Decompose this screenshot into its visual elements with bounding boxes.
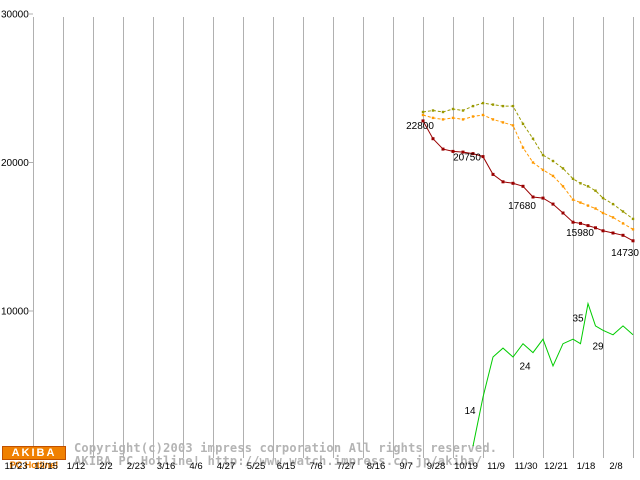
average-price-marker bbox=[521, 146, 525, 149]
lowest-price-marker bbox=[481, 155, 485, 159]
highest-price-marker bbox=[586, 185, 590, 188]
lowest-price-marker bbox=[561, 211, 565, 215]
lowest-price-marker bbox=[621, 233, 625, 237]
data-label: 14 bbox=[464, 406, 476, 417]
average-price-marker bbox=[531, 161, 535, 164]
series-shop-count-line bbox=[472, 301, 634, 447]
highest-price-marker bbox=[501, 104, 505, 108]
akiba-logo-subtext: PC Hotline! bbox=[9, 460, 59, 470]
average-price-marker bbox=[594, 207, 597, 210]
highest-price-marker bbox=[631, 217, 635, 221]
lowest-price-marker bbox=[471, 152, 475, 156]
lowest-price-marker bbox=[551, 202, 555, 206]
highest-price-marker bbox=[461, 109, 465, 112]
y-tick-label: 20000 bbox=[1, 158, 29, 169]
highest-price-marker bbox=[471, 104, 475, 108]
site-url-text: AKIBA PC Hotline! http://www.watch.impre… bbox=[74, 454, 483, 468]
average-price-marker bbox=[579, 201, 582, 204]
lowest-price-marker bbox=[521, 184, 525, 188]
lowest-price-marker bbox=[461, 150, 465, 154]
highest-price-marker bbox=[451, 107, 455, 111]
highest-price-marker bbox=[571, 177, 575, 180]
y-tick-label: 30000 bbox=[1, 10, 29, 21]
average-price-marker bbox=[421, 113, 425, 117]
average-price-marker bbox=[551, 174, 555, 178]
data-label: 15980 bbox=[566, 228, 594, 239]
average-price-marker bbox=[501, 121, 505, 124]
highest-price-marker bbox=[601, 196, 605, 200]
average-price-marker bbox=[511, 124, 515, 127]
lowest-price-marker bbox=[611, 231, 615, 235]
lowest-price-marker bbox=[579, 221, 582, 225]
lowest-price-marker bbox=[491, 172, 495, 176]
akiba-logo: AKIBA PC Hotline! bbox=[2, 446, 66, 470]
average-price-marker bbox=[461, 118, 465, 121]
average-price-marker bbox=[491, 118, 495, 121]
data-label: 24 bbox=[519, 362, 531, 373]
series-lowest-price-line bbox=[422, 120, 634, 242]
average-price-marker bbox=[561, 185, 565, 188]
highest-price-marker bbox=[521, 122, 525, 126]
average-price-marker bbox=[441, 118, 445, 121]
data-label: 14730 bbox=[611, 248, 639, 259]
lowest-price-marker bbox=[586, 224, 590, 228]
data-label: 17680 bbox=[508, 201, 536, 212]
highest-price-marker bbox=[511, 104, 515, 108]
lowest-price-marker bbox=[571, 220, 575, 224]
lowest-price-marker bbox=[451, 149, 455, 153]
highest-price-marker bbox=[594, 189, 597, 192]
y-tick-label: 10000 bbox=[1, 307, 29, 318]
average-price-marker bbox=[631, 228, 635, 231]
highest-price-marker bbox=[611, 202, 615, 206]
data-label: 29 bbox=[592, 341, 604, 352]
average-price-marker bbox=[471, 115, 475, 118]
highest-price-marker bbox=[541, 153, 545, 157]
lowest-price-marker bbox=[531, 195, 535, 199]
lowest-price-marker bbox=[511, 181, 515, 185]
highest-price-marker bbox=[441, 110, 445, 114]
lowest-price-marker bbox=[421, 119, 425, 123]
lowest-price-marker bbox=[594, 226, 597, 230]
watermark: Copyright(c)2003 impress corporation All… bbox=[74, 442, 497, 468]
highest-price-marker bbox=[431, 109, 435, 112]
data-label: 20750 bbox=[453, 152, 481, 163]
highest-price-marker bbox=[491, 103, 495, 106]
average-price-marker bbox=[621, 222, 625, 225]
highest-price-marker bbox=[481, 101, 485, 105]
highest-price-marker bbox=[621, 210, 625, 213]
average-price-marker bbox=[481, 113, 485, 117]
copyright-text: Copyright(c)2003 impress corporation All… bbox=[74, 441, 498, 455]
lowest-price-marker bbox=[601, 229, 605, 233]
highest-price-marker bbox=[551, 159, 555, 163]
akiba-logo-text: AKIBA bbox=[2, 446, 66, 460]
highest-price-marker bbox=[561, 167, 565, 170]
highest-price-marker bbox=[579, 182, 582, 185]
average-price-marker bbox=[571, 198, 575, 201]
highest-price-marker bbox=[531, 137, 535, 140]
data-label: 22800 bbox=[406, 121, 434, 132]
average-price-marker bbox=[611, 216, 615, 219]
lowest-price-marker bbox=[541, 196, 545, 200]
average-price-marker bbox=[451, 116, 455, 120]
average-price-marker bbox=[541, 168, 545, 172]
lowest-price-marker bbox=[631, 239, 635, 243]
average-price-marker bbox=[601, 211, 605, 215]
highest-price-marker bbox=[421, 110, 425, 114]
lowest-price-marker bbox=[441, 147, 445, 151]
lowest-price-marker bbox=[501, 180, 505, 184]
average-price-marker bbox=[431, 116, 435, 120]
average-price-marker bbox=[586, 204, 590, 207]
data-label: 35 bbox=[572, 314, 584, 325]
lowest-price-marker bbox=[431, 137, 435, 141]
